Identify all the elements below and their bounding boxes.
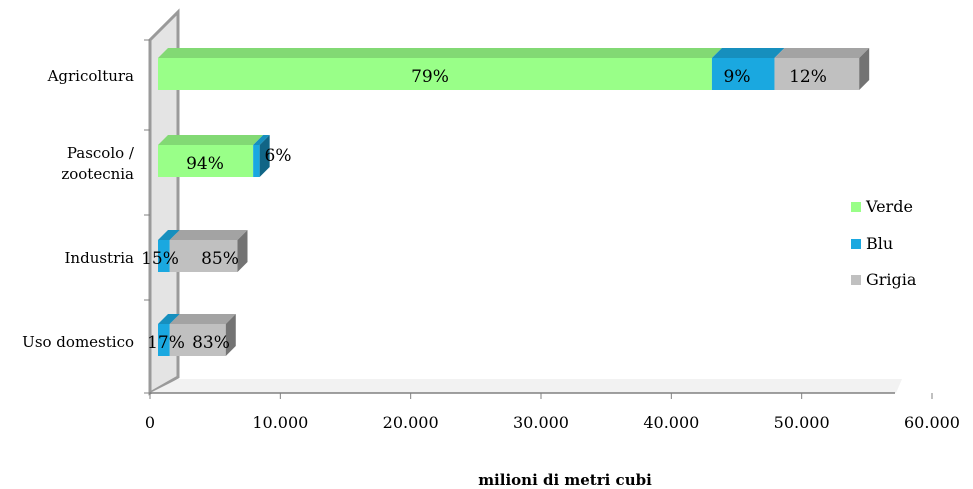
data-label-industria-blu: 15% — [141, 249, 179, 269]
data-label-uso-domestico-blu: 17% — [147, 333, 185, 353]
category-label-industria: Industria — [65, 249, 135, 267]
bar-uso-domestico-grigia-side — [225, 314, 236, 356]
bar-industria-grigia — [169, 240, 238, 272]
legend-swatch-verde — [851, 202, 861, 212]
bar-uso-domestico-blu-top — [158, 314, 180, 324]
bar-agricoltura-grigia-top — [774, 48, 870, 58]
bar-uso-domestico-blu — [158, 324, 170, 356]
data-label-pascolo-zootecnia-blu: 6% — [265, 146, 292, 166]
x-tick-label-3: 30.000 — [513, 413, 569, 432]
chart-axes: 0 10.000 20.000 30.000 40.000 50.000 60.000 Agr… — [22, 39, 960, 432]
bar-pascolo-zootecnia-blu — [253, 145, 260, 177]
x-tick-label-0: 0 — [145, 413, 155, 432]
legend-label-blu: Blu — [866, 234, 893, 253]
bar-industria-blu — [158, 240, 170, 272]
x-tick-label-5: 50.000 — [774, 413, 830, 432]
chart-bars — [158, 48, 870, 356]
x-tick-label-2: 20.000 — [383, 413, 439, 432]
bar-uso-domestico-grigia-top — [169, 314, 236, 324]
data-label-agricoltura-verde: 79% — [411, 67, 449, 87]
data-label-agricoltura-blu: 9% — [724, 67, 751, 87]
chart-data-labels: 79% 9% 12% 94% 6% 15% 85% 17% 83% — [141, 67, 827, 353]
axis-side-wall — [148, 8, 180, 396]
category-label-uso-domestico: Uso domestico — [22, 333, 134, 351]
category-label-pascolo-zootecnia-line-2: zootecnia — [61, 165, 134, 183]
bar-agricoltura-verde — [158, 58, 712, 90]
bar-agricoltura-blu-top — [711, 48, 785, 58]
bar-pascolo-zootecnia-verde — [158, 145, 254, 177]
legend-label-grigia: Grigia — [866, 270, 917, 289]
bar-pascolo-zootecnia-blu-top — [253, 135, 270, 145]
category-label-agricoltura: Agricoltura — [47, 67, 134, 85]
data-label-pascolo-zootecnia-verde: 94% — [186, 154, 224, 174]
bar-pascolo-zootecnia-verde-top — [158, 135, 264, 145]
bar-pascolo-zootecnia-blu-side — [259, 135, 270, 177]
data-label-industria-grigia: 85% — [201, 249, 239, 269]
bar-industria-grigia-top — [169, 230, 248, 240]
bar-agricoltura-grigia-side — [859, 48, 870, 90]
data-label-agricoltura-grigia: 12% — [789, 67, 827, 87]
x-tick-label-1: 10.000 — [252, 413, 308, 432]
category-label-pascolo-zootecnia-line-1: Pascolo / — [67, 144, 135, 162]
x-tick-label-6: 60.000 — [904, 413, 960, 432]
bar-industria-grigia-side — [237, 230, 248, 272]
x-axis-title: milioni di metri cubi — [478, 471, 652, 489]
data-label-uso-domestico-grigia: 83% — [192, 333, 230, 353]
bar-agricoltura-verde-top — [158, 48, 722, 58]
bar-agricoltura-blu — [711, 58, 775, 90]
bar-uso-domestico-grigia — [169, 324, 226, 356]
axis-floor — [150, 379, 902, 393]
bar-agricoltura-grigia — [774, 58, 860, 90]
legend-swatch-grigia — [851, 275, 861, 285]
chart-legend: Verde Blu Grigia — [851, 197, 917, 289]
x-tick-label-4: 40.000 — [643, 413, 699, 432]
chart-back-wall — [148, 8, 902, 396]
legend-label-verde: Verde — [865, 197, 913, 216]
legend-swatch-blu — [851, 239, 861, 249]
bar-industria-blu-top — [158, 230, 180, 240]
